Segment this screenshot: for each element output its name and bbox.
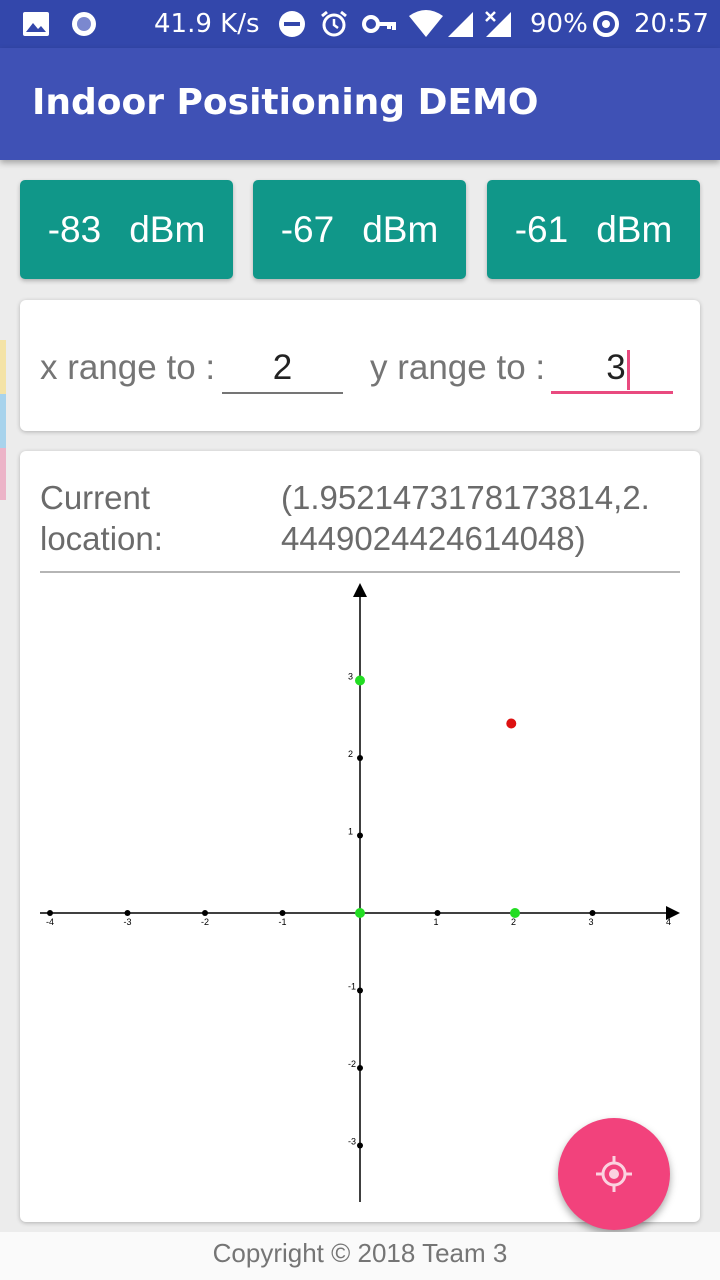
x-range-label: x range to : [40, 348, 216, 387]
y-range-value: 3 [606, 348, 626, 387]
battery-level: 90% [530, 9, 588, 39]
rssi-value: -61 [514, 208, 569, 250]
alarm-icon [321, 10, 347, 37]
vpn-key-icon [362, 15, 396, 33]
current-location-label-line1: Current [40, 479, 151, 516]
circle-notification-icon [72, 12, 96, 36]
x-range-input[interactable]: 2 [222, 346, 343, 394]
wifi-icon [409, 10, 443, 37]
copyright-text: Copyright © 2018 Team 3 [212, 1238, 508, 1268]
signal-icon [448, 12, 473, 37]
locate-fab[interactable] [558, 1118, 670, 1230]
rssi-unit: dBm [362, 208, 439, 250]
edge-strip-yellow [0, 340, 6, 394]
rssi-card-3[interactable]: -61 dBm [487, 180, 700, 279]
edge-strip-pink [0, 448, 6, 500]
gps-target-icon [596, 1156, 632, 1192]
current-location-label-line2: location: [40, 520, 163, 557]
y-range-input[interactable]: 3 [551, 346, 673, 394]
battery-saver-icon [593, 11, 619, 37]
edge-strip-blue [0, 394, 6, 448]
location-card [20, 451, 700, 1222]
range-card: x range to : 2 y range to : 3 [20, 300, 700, 431]
app-title: Indoor Positioning DEMO [32, 82, 539, 123]
image-icon [23, 12, 49, 36]
y-range-label: y range to : [370, 348, 546, 387]
x-range-value: 2 [272, 348, 293, 387]
clock: 20:57 [634, 9, 709, 39]
network-speed: 41.9 K/s [154, 9, 260, 39]
location-divider [40, 571, 680, 573]
rssi-card-2[interactable]: -67 dBm [253, 180, 466, 279]
rssi-value: -83 [47, 208, 102, 250]
rssi-card-1[interactable]: -83 dBm [20, 180, 233, 279]
rssi-unit: dBm [596, 208, 673, 250]
current-location-value: (1.9521473178173814,2. 4449024424614048) [281, 477, 650, 559]
current-location-label: Current location: [40, 477, 163, 559]
app-bar: Indoor Positioning DEMO [0, 48, 720, 160]
current-location-value-line2: 4449024424614048) [281, 520, 586, 557]
do-not-disturb-icon [279, 11, 305, 37]
status-bar: 41.9 K/s 90% 20:57 [0, 0, 720, 48]
rssi-unit: dBm [129, 208, 206, 250]
no-signal-icon [485, 11, 511, 37]
footer: Copyright © 2018 Team 3 [0, 1232, 720, 1280]
text-cursor [626, 349, 630, 390]
current-location-value-line1: (1.9521473178173814,2. [281, 479, 650, 516]
rssi-value: -67 [280, 208, 335, 250]
